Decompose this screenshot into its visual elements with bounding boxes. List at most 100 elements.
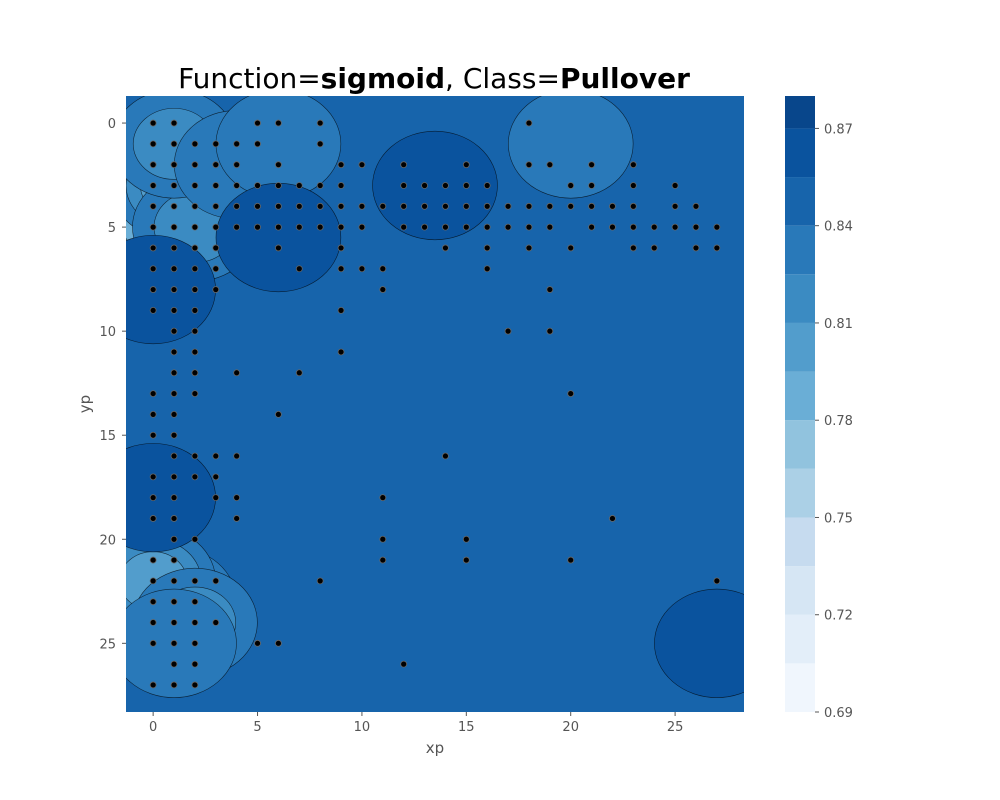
title-class: Pullover [559, 62, 690, 95]
data-point [358, 223, 366, 231]
data-point [191, 619, 199, 626]
data-point [149, 431, 157, 439]
data-point [170, 535, 178, 543]
data-point [546, 202, 554, 210]
data-point [233, 182, 241, 189]
contour-level [372, 130, 498, 241]
data-point [629, 202, 637, 210]
data-point [233, 161, 241, 169]
data-point [316, 577, 324, 585]
data-point [379, 265, 387, 273]
data-point [546, 327, 554, 335]
data-point [442, 223, 449, 231]
data-point [254, 639, 261, 647]
data-point [462, 223, 470, 231]
y-tick-label: 15 [99, 429, 116, 444]
data-point [191, 390, 199, 397]
data-point [212, 452, 220, 460]
data-point [149, 161, 157, 169]
data-point [191, 306, 199, 314]
data-point [442, 244, 449, 252]
data-point [170, 411, 178, 418]
data-point [170, 598, 178, 606]
data-point [400, 660, 408, 668]
data-point [149, 577, 157, 585]
data-point [483, 244, 491, 252]
data-point [337, 348, 345, 356]
data-point [191, 598, 199, 606]
data-point [567, 390, 575, 397]
data-point [504, 327, 512, 335]
data-point [254, 182, 261, 189]
data-point [191, 660, 199, 668]
data-point [191, 327, 199, 335]
x-tick-label: 25 [667, 720, 684, 735]
data-point [275, 223, 282, 231]
data-point [254, 223, 261, 231]
data-point [233, 202, 241, 210]
data-point [546, 161, 554, 169]
data-point [337, 306, 345, 314]
data-point [254, 140, 261, 148]
data-point [233, 494, 241, 502]
contour-region [508, 96, 634, 199]
data-point [212, 244, 220, 252]
x-tick-label: 0 [149, 720, 157, 735]
data-point [212, 577, 220, 585]
data-point [358, 202, 366, 210]
data-point [149, 306, 157, 314]
plot-area [126, 96, 744, 712]
contour-region [654, 588, 744, 698]
data-point [170, 473, 178, 481]
title-prefix: Function= [178, 62, 321, 95]
data-point [191, 140, 199, 148]
data-point [295, 265, 303, 273]
data-point [149, 202, 157, 210]
data-point [671, 223, 679, 231]
data-point [275, 411, 282, 418]
data-point [191, 182, 199, 189]
data-point [483, 182, 491, 189]
colorbar-segment [785, 128, 815, 178]
data-point [442, 452, 449, 460]
data-point [692, 202, 700, 210]
data-point [337, 202, 345, 210]
data-point [671, 182, 679, 189]
contour-level [654, 588, 744, 698]
data-point [170, 452, 178, 460]
data-point [170, 619, 178, 626]
data-point [212, 619, 220, 626]
colorbar-tick-label: 0.75 [824, 511, 853, 526]
data-point [421, 182, 428, 189]
data-point [316, 202, 324, 210]
data-point [629, 244, 637, 252]
data-point [191, 286, 199, 293]
data-point [170, 244, 178, 252]
data-point [442, 182, 449, 189]
data-point [525, 161, 533, 169]
data-point [170, 431, 178, 439]
data-point [337, 265, 345, 273]
data-point [525, 223, 533, 231]
y-tick-label: 20 [99, 533, 116, 548]
data-point [337, 182, 345, 189]
data-point [316, 223, 324, 231]
data-point [149, 286, 157, 293]
data-point [588, 161, 595, 169]
data-point [588, 202, 595, 210]
data-point [275, 182, 282, 189]
data-point [629, 223, 637, 231]
data-point [567, 202, 575, 210]
data-point [149, 411, 157, 418]
colorbar-tick-label: 0.84 [824, 220, 853, 235]
data-point [275, 244, 282, 252]
data-point [233, 515, 241, 522]
data-point [170, 223, 178, 231]
data-point [191, 577, 199, 585]
data-point [170, 182, 178, 189]
data-point [316, 119, 324, 127]
data-point [337, 161, 345, 169]
title-function: sigmoid [320, 62, 446, 95]
data-point [421, 202, 428, 210]
data-point [212, 223, 220, 231]
